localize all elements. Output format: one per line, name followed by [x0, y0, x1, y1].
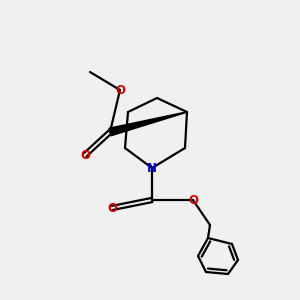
- Polygon shape: [109, 112, 187, 136]
- Text: N: N: [147, 161, 157, 175]
- Text: O: O: [188, 194, 198, 206]
- Text: O: O: [80, 148, 90, 161]
- Text: O: O: [115, 83, 125, 97]
- Text: O: O: [107, 202, 117, 214]
